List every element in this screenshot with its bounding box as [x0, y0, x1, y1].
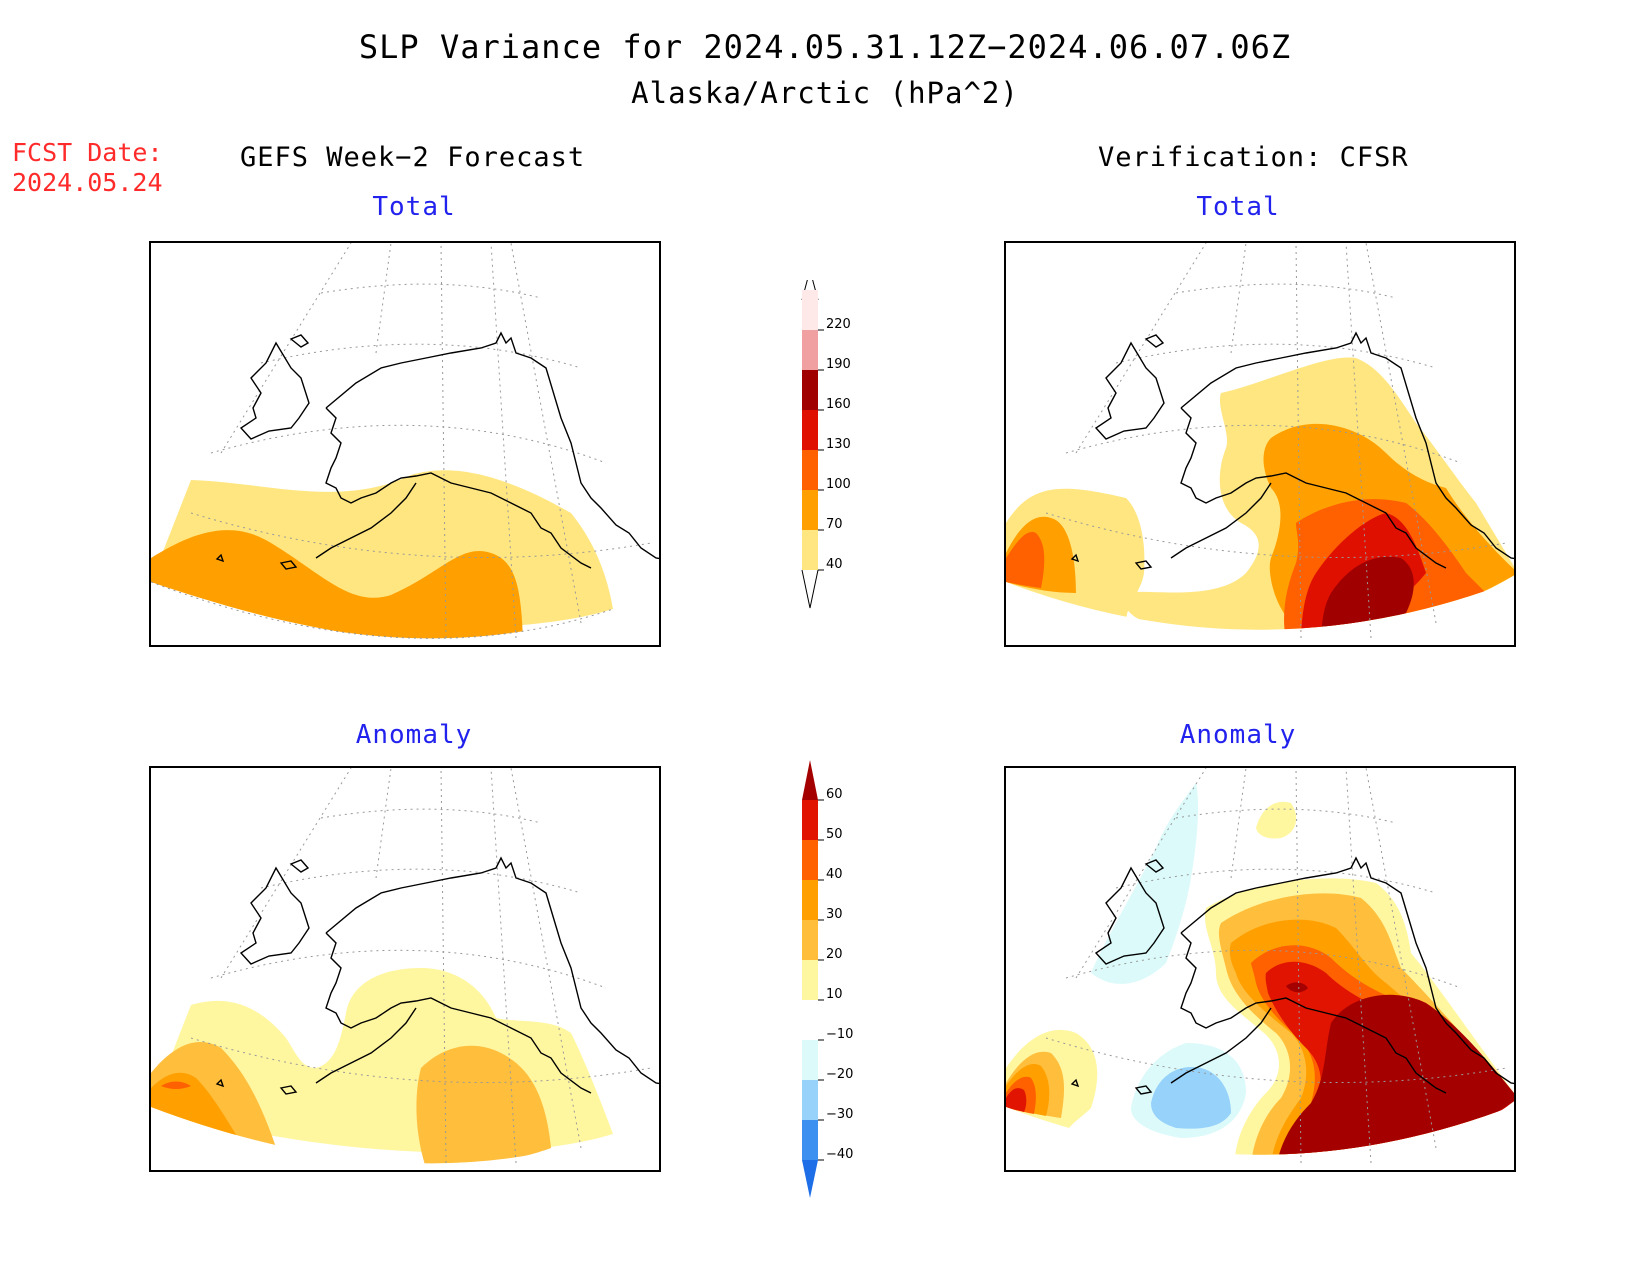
colorbar-tick-label: 40	[826, 557, 843, 572]
colorbar-tick-label: −40	[826, 1147, 853, 1162]
contour-neg10-neg20-north	[1091, 783, 1199, 984]
colorbar-box	[802, 960, 818, 1000]
contour-190-220	[1336, 633, 1361, 645]
forecast-anomaly-map	[149, 766, 661, 1172]
contour-100-130-west	[1006, 532, 1045, 588]
coastline	[215, 331, 659, 570]
verification-total-map	[1004, 241, 1516, 647]
coastline	[1070, 331, 1514, 570]
contour-20-30-west	[151, 1042, 281, 1163]
colorbar-box	[802, 370, 818, 410]
forecast-total-title: Total	[372, 192, 456, 222]
colorbar-tick-label: 20	[826, 947, 843, 962]
colorbar-box	[802, 1080, 818, 1120]
contour-gt60-core	[1286, 982, 1308, 993]
graticule	[151, 243, 652, 639]
colorbar-tick-label: 50	[826, 827, 843, 842]
contour-10-20-north	[1256, 801, 1297, 839]
colorbar-box	[802, 490, 818, 530]
colorbar-tick-label: 100	[826, 477, 851, 492]
verification-anomaly-title: Anomaly	[1179, 720, 1297, 750]
colorbar-tick-label: 130	[826, 437, 851, 452]
colorbar-box	[802, 530, 818, 570]
contour-160-190	[1321, 556, 1414, 630]
colorbar-tick-label: 190	[826, 357, 851, 372]
forecast-total-map	[149, 241, 661, 647]
colorbar-box	[802, 1120, 818, 1160]
colorbar-box	[802, 450, 818, 490]
colorbar-tick-label: 160	[826, 397, 851, 412]
colorbar-tick-label: 30	[826, 907, 843, 922]
colorbar-tick-label: −20	[826, 1067, 853, 1082]
colorbar-tick-label: −10	[826, 1027, 853, 1042]
colorbar-tick-label: 70	[826, 517, 843, 532]
sub-title: Alaska/Arctic (hPa^2)	[631, 76, 1019, 110]
fcst-date: FCST Date: 2024.05.24	[12, 138, 163, 198]
graticule	[1045, 768, 1507, 1164]
anomaly-colorbar: −40 −30 −20 −10 10 20 30 40 50 60	[802, 760, 853, 1198]
contour-70-100	[151, 530, 523, 639]
main-title: SLP Variance for 2024.05.31.12Z−2024.06.…	[358, 28, 1292, 66]
colorbar-tick-label: 40	[826, 867, 843, 882]
coastline	[215, 856, 659, 1095]
graticule	[190, 768, 652, 1164]
colorbar-top-arrow	[802, 760, 818, 800]
fcst-date-label: FCST Date:	[12, 138, 163, 167]
colorbar-box	[802, 410, 818, 450]
contour-50-60-west	[1006, 1088, 1027, 1112]
contour-20-30-east	[416, 1045, 551, 1164]
colorbar-tick-label: −30	[826, 1107, 853, 1122]
colorbar-box	[802, 920, 818, 960]
colorbar-box	[802, 1000, 818, 1040]
contour-30-40	[151, 1072, 241, 1143]
forecast-column-heading: GEFS Week−2 Forecast	[240, 142, 586, 173]
colorbar-box	[802, 840, 818, 880]
fcst-date-value: 2024.05.24	[12, 168, 163, 197]
total-colorbar: 40 70 100 130 160 190 220	[801, 280, 851, 609]
colorbar-bottom-arrow	[801, 569, 819, 609]
verification-total-title: Total	[1196, 192, 1280, 222]
colorbar-box	[802, 330, 818, 370]
colorbar-tick-label: 60	[826, 787, 843, 802]
colorbar-box	[802, 800, 818, 840]
verification-column-heading: Verification: CFSR	[1098, 142, 1409, 173]
colorbar-box	[802, 290, 818, 330]
colorbar-tick-label: 220	[826, 317, 851, 332]
verification-anomaly-map	[1004, 766, 1516, 1172]
colorbar-box	[802, 880, 818, 920]
coastline	[1070, 856, 1514, 1095]
contour-40-50	[161, 1081, 191, 1089]
colorbar-box	[802, 1040, 818, 1080]
colorbar-tick-label: 10	[826, 987, 843, 1002]
forecast-anomaly-title: Anomaly	[355, 720, 473, 750]
colorbar-bottom-arrow	[802, 1160, 818, 1198]
graticule	[1045, 243, 1507, 639]
